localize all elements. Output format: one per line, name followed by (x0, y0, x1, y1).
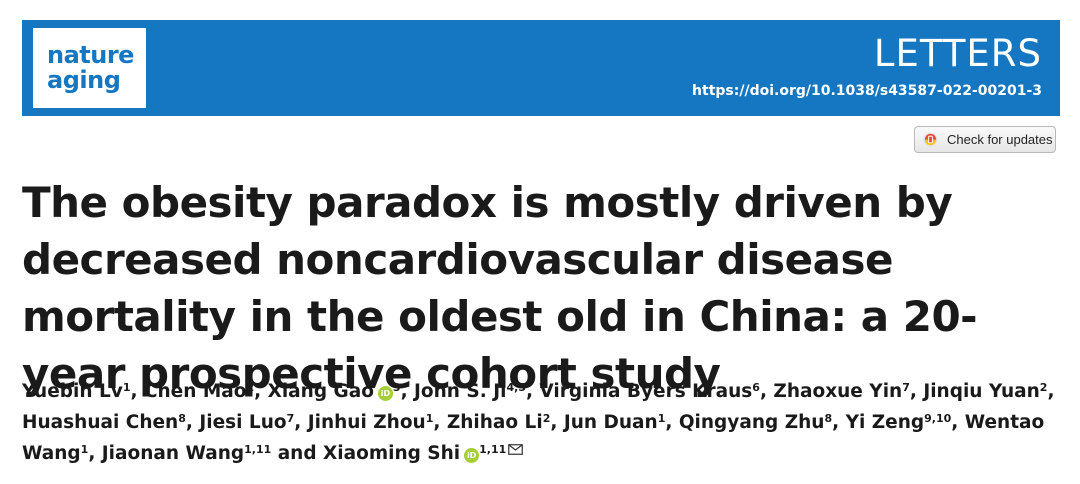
author-name-text: Jiaonan Wang (101, 443, 245, 464)
author-name[interactable]: Jinqiu Yuan2 (923, 381, 1047, 402)
author-name-text: Xiaoming Shi (323, 443, 461, 464)
author-name-text: Jinqiu Yuan (923, 381, 1040, 402)
author-name[interactable]: Yuebin Lv1 (22, 381, 130, 402)
doi-link[interactable]: https://doi.org/10.1038/s43587-022-00201… (692, 83, 1042, 99)
journal-logo[interactable]: nature aging (33, 28, 146, 108)
author-name-text: Chen Mao (143, 381, 247, 402)
affiliation-superscript[interactable]: 6 (752, 381, 760, 394)
author-name-text: Xiang Gao (267, 381, 374, 402)
envelope-icon[interactable] (508, 444, 524, 455)
author-name-text: Virginia Byers Kraus (539, 381, 753, 402)
author-name[interactable]: Xiang Gao iD 3 (268, 381, 401, 402)
author-name[interactable]: Virginia Byers Kraus6 (539, 381, 760, 402)
article-type-label: LETTERS (873, 32, 1042, 75)
author-name[interactable]: Huashuai Chen8 (22, 412, 186, 433)
author-name-text: Yi Zeng (845, 412, 925, 433)
author-name[interactable]: Zhihao Li2 (447, 412, 551, 433)
author-name-text: Zhihao Li (446, 412, 543, 433)
author-name[interactable]: Wentao Wang1 (22, 412, 1044, 464)
affiliation-superscript[interactable]: 3 (392, 381, 401, 394)
author-name-text: Zhaoxue Yin (773, 381, 903, 402)
author-name[interactable]: John S. Ji4,5 (414, 381, 526, 402)
author-list: Yuebin Lv1, Chen Mao2, Xiang Gao iD 3, Joh… (22, 381, 1055, 464)
author-name[interactable]: Jiaonan Wang1,11 (102, 443, 271, 464)
author-name-text: Yuebin Lv (22, 381, 123, 402)
article-title: The obesity paradox is mostly driven by … (22, 178, 978, 398)
author-name-text: Jiesi Luo (199, 412, 287, 433)
author-name[interactable]: Jiesi Luo7 (199, 412, 294, 433)
affiliation-superscript[interactable]: 1 (122, 381, 131, 394)
author-name-text: Jinhui Zhou (307, 412, 426, 433)
affiliation-superscript[interactable]: 1,11 (244, 443, 272, 456)
author-name[interactable]: Zhaoxue Yin7 (773, 381, 909, 402)
affiliation-superscript[interactable]: 8 (178, 412, 186, 425)
author-name-text: Jun Duan (563, 412, 658, 433)
journal-header-banner: nature aging LETTERS https://doi.org/10.… (22, 20, 1060, 116)
affiliation-superscript[interactable]: 1 (425, 412, 434, 425)
check-for-updates-button[interactable]: Check for updates (914, 126, 1056, 153)
check-for-updates-label: Check for updates (947, 132, 1053, 147)
author-name[interactable]: Xiaoming Shi iD 1,11 (323, 443, 524, 464)
affiliation-superscript[interactable]: 4,5 (506, 381, 526, 394)
author-name[interactable]: Jinhui Zhou1 (308, 412, 434, 433)
affiliation-superscript[interactable]: 1 (80, 443, 89, 456)
affiliation-superscript[interactable]: 1,11 (479, 443, 507, 456)
journal-logo-line2: aging (47, 66, 121, 94)
affiliation-superscript[interactable]: 1 (657, 412, 666, 425)
orcid-icon[interactable]: iD (377, 386, 393, 401)
affiliation-superscript[interactable]: 2 (542, 412, 551, 425)
author-name[interactable]: Jun Duan1 (564, 412, 666, 433)
affiliation-superscript[interactable]: 2 (246, 381, 255, 394)
affiliation-superscript[interactable]: 7 (902, 381, 910, 394)
journal-logo-line1: nature (47, 41, 134, 69)
affiliation-superscript[interactable]: 8 (824, 412, 833, 425)
author-name-text: John S. Ji (414, 381, 507, 402)
crossmark-icon (923, 132, 938, 147)
author-name-text: Wentao Wang (22, 412, 1045, 464)
author-name[interactable]: Qingyang Zhu8 (679, 412, 832, 433)
affiliation-superscript[interactable]: 9,10 (924, 412, 952, 425)
affiliation-superscript[interactable]: 2 (1039, 381, 1048, 394)
affiliation-superscript[interactable]: 7 (286, 412, 295, 425)
author-name-text: Qingyang Zhu (678, 412, 825, 433)
author-name[interactable]: Chen Mao2 (144, 381, 254, 402)
author-name[interactable]: Yi Zeng9,10 (846, 412, 952, 433)
orcid-icon[interactable]: iD (464, 448, 480, 463)
author-name-text: Huashuai Chen (22, 412, 179, 433)
